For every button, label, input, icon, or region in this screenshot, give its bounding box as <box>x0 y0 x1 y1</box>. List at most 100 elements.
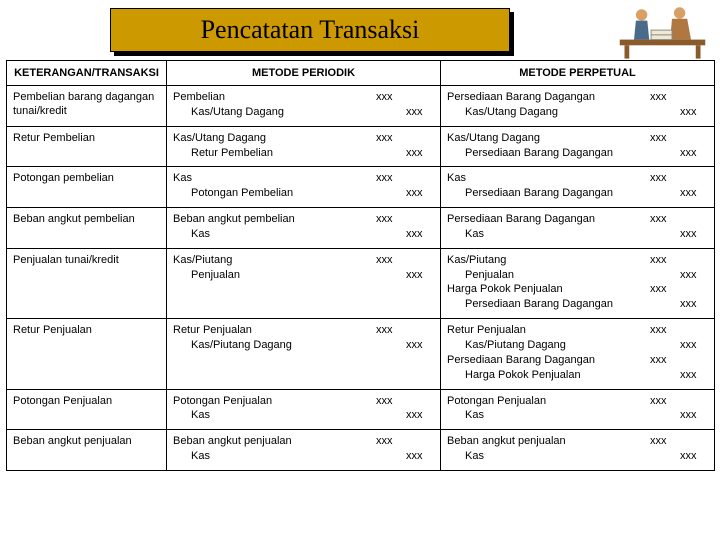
credit-amount: xxx <box>406 408 434 423</box>
debit-amount: xxx <box>650 282 680 297</box>
credit-amount: xxx <box>680 449 708 464</box>
credit-amount: xxx <box>406 268 434 283</box>
account-label: Kas/Utang Dagang <box>173 105 376 120</box>
journal-line: Kasxxxxxx <box>447 171 708 186</box>
journal-line: Kasxxxxxx <box>447 408 708 423</box>
account-label: Kas/Piutang <box>173 253 376 268</box>
perpetual-cell: Beban angkut penjualanxxxxxxKasxxxxxx <box>441 430 715 471</box>
account-label: Potongan Penjualan <box>173 394 376 409</box>
journal-line: Potongan Pembelianxxxxxx <box>173 186 434 201</box>
table-row: Potongan PenjualanPotongan Penjualanxxxx… <box>7 389 715 430</box>
journal-line: Persediaan Barang Daganganxxxxxx <box>447 146 708 161</box>
periodik-cell: Beban angkut pembelianxxxxxxKasxxxxxx <box>167 208 441 249</box>
account-label: Beban angkut pembelian <box>173 212 376 227</box>
journal-line: Harga Pokok Penjualanxxxxxx <box>447 368 708 383</box>
transaction-description: Potongan Penjualan <box>7 389 167 430</box>
account-label: Retur Penjualan <box>447 323 650 338</box>
header-periodik: METODE PERIODIK <box>167 61 441 86</box>
journal-line: Kas/Utang Dagangxxxxxx <box>173 131 434 146</box>
journal-line: Potongan Penjualanxxxxxx <box>447 394 708 409</box>
account-label: Retur Pembelian <box>173 146 376 161</box>
table-row: Penjualan tunai/kreditKas/PiutangxxxxxxP… <box>7 248 715 318</box>
journal-line: Beban angkut penjualanxxxxxx <box>173 434 434 449</box>
account-label: Beban angkut penjualan <box>447 434 650 449</box>
credit-amount: xxx <box>406 338 434 353</box>
credit-amount: xxx <box>406 449 434 464</box>
credit-amount: xxx <box>406 146 434 161</box>
account-label: Kas/Utang Dagang <box>173 131 376 146</box>
account-label: Potongan Pembelian <box>173 186 376 201</box>
debit-amount: xxx <box>650 171 680 186</box>
perpetual-cell: Persediaan Barang DaganganxxxxxxKas/Utan… <box>441 86 715 127</box>
debit-amount: xxx <box>376 323 406 338</box>
table-row: Retur PembelianKas/Utang DagangxxxxxxRet… <box>7 126 715 167</box>
account-label: Potongan Penjualan <box>447 394 650 409</box>
people-desk-icon <box>615 2 710 62</box>
debit-amount: xxx <box>650 212 680 227</box>
credit-amount: xxx <box>680 146 708 161</box>
account-label: Kas <box>447 449 650 464</box>
account-label: Kas <box>447 227 650 242</box>
debit-amount: xxx <box>650 434 680 449</box>
account-label: Kas <box>447 408 650 423</box>
debit-amount: xxx <box>376 394 406 409</box>
journal-line: Pembelianxxxxxx <box>173 90 434 105</box>
perpetual-cell: Persediaan Barang DaganganxxxxxxKasxxxxx… <box>441 208 715 249</box>
credit-amount: xxx <box>406 227 434 242</box>
journal-line: Penjualanxxxxxx <box>173 268 434 283</box>
periodik-cell: Retur PenjualanxxxxxxKas/Piutang Dagangx… <box>167 319 441 389</box>
perpetual-cell: Potongan PenjualanxxxxxxKasxxxxxx <box>441 389 715 430</box>
account-label: Kas/Utang Dagang <box>447 105 650 120</box>
credit-amount: xxx <box>680 268 708 283</box>
journal-line: Kas/Piutang Dagangxxxxxx <box>447 338 708 353</box>
debit-amount: xxx <box>376 253 406 268</box>
debit-amount: xxx <box>650 394 680 409</box>
periodik-cell: Beban angkut penjualanxxxxxxKasxxxxxx <box>167 430 441 471</box>
account-label: Penjualan <box>173 268 376 283</box>
credit-amount: xxx <box>680 186 708 201</box>
account-label: Kas/Utang Dagang <box>447 131 650 146</box>
perpetual-cell: Retur Penjualanxxx xxxKas/Piutang Dagangx… <box>441 319 715 389</box>
perpetual-cell: Kas/Utang DagangxxxxxxPersediaan Barang … <box>441 126 715 167</box>
account-label: Kas <box>447 171 650 186</box>
credit-amount: xxx <box>680 227 708 242</box>
debit-amount: xxx <box>376 90 406 105</box>
account-label: Kas <box>173 171 376 186</box>
credit-amount: xxx <box>406 186 434 201</box>
title-box: Pencatatan Transaksi <box>110 8 510 52</box>
journal-line: Kasxxxxxx <box>447 449 708 464</box>
journal-line: Kas/Piutangxxxxxx <box>447 253 708 268</box>
account-label: Retur Penjualan <box>173 323 376 338</box>
perpetual-cell: Kas/PiutangxxxxxxPenjualanxxxxxxHarga Po… <box>441 248 715 318</box>
page-title: Pencatatan Transaksi <box>201 15 420 45</box>
account-label: Persediaan Barang Dagangan <box>447 297 650 312</box>
debit-amount: xxx <box>650 323 680 338</box>
account-label: Persediaan Barang Dagangan <box>447 90 650 105</box>
debit-amount: xxx <box>376 131 406 146</box>
account-label: Kas <box>173 227 376 242</box>
credit-amount: xxx <box>680 408 708 423</box>
journal-line: Penjualanxxxxxx <box>447 268 708 283</box>
account-label: Kas/Piutang Dagang <box>447 338 650 353</box>
journal-line: Persediaan Barang Daganganxxxxxx <box>447 90 708 105</box>
table-header-row: KETERANGAN/TRANSAKSI METODE PERIODIK MET… <box>7 61 715 86</box>
debit-amount: xxx <box>650 353 680 368</box>
journal-line: Kas/Utang Dagangxxxxxx <box>173 105 434 120</box>
header-perpetual: METODE PERPETUAL <box>441 61 715 86</box>
account-label: Harga Pokok Penjualan <box>447 282 650 297</box>
account-label: Penjualan <box>447 268 650 283</box>
periodik-cell: Kas/Utang DagangxxxxxxRetur Pembelianxxx… <box>167 126 441 167</box>
account-label: Kas <box>173 449 376 464</box>
credit-amount: xxx <box>406 105 434 120</box>
account-label: Persediaan Barang Dagangan <box>447 186 650 201</box>
journal-line: Kas/Utang Dagangxxxxxx <box>447 131 708 146</box>
journal-line: Kas/Piutang Dagangxxxxxx <box>173 338 434 353</box>
journal-line: Persediaan Barang Daganganxxxxxx <box>447 212 708 227</box>
account-label: Persediaan Barang Dagangan <box>447 353 650 368</box>
journal-line: Retur Pembelianxxxxxx <box>173 146 434 161</box>
transaction-description: Pembelian barang dagangan tunai/kredit <box>7 86 167 127</box>
table-row: Retur PenjualanRetur PenjualanxxxxxxKas/… <box>7 319 715 389</box>
transaction-description: Beban angkut penjualan <box>7 430 167 471</box>
account-label: Beban angkut penjualan <box>173 434 376 449</box>
transactions-table: KETERANGAN/TRANSAKSI METODE PERIODIK MET… <box>6 60 715 471</box>
